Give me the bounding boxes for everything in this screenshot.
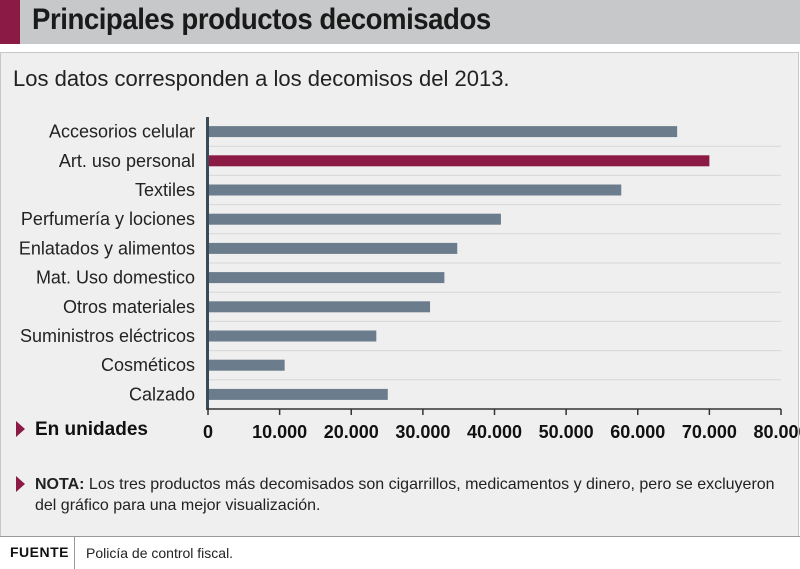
note: NOTA: Los tres productos más decomisados…: [35, 474, 785, 516]
bar-chart: Accesorios celular Art. uso personal Texti…: [19, 117, 800, 442]
x-tick-label: 60.000: [610, 422, 665, 442]
units-arrow-icon: [16, 421, 25, 437]
header-bar: [0, 0, 800, 44]
category-label: Enlatados y alimentos: [19, 238, 195, 258]
category-label: Textiles: [135, 180, 195, 200]
category-label: Art. uso personal: [59, 151, 195, 171]
x-tick-label: 10.000: [252, 422, 307, 442]
bar-2: [208, 155, 710, 167]
note-head: NOTA:: [35, 476, 85, 493]
bar-9: [208, 359, 285, 371]
bar-10: [208, 388, 388, 400]
category-label: Calzado: [129, 384, 195, 404]
header-accent: [0, 0, 20, 44]
category-label: Accesorios celular: [49, 122, 195, 142]
footer: FUENTE Policía de control fiscal.: [0, 536, 800, 569]
footer-divider: [74, 537, 75, 569]
bar-5: [208, 242, 458, 254]
source-key: FUENTE: [10, 544, 69, 560]
bar-1: [208, 126, 678, 138]
x-tick-label: 70.000: [682, 422, 737, 442]
category-label: Perfumería y lociones: [21, 209, 195, 229]
category-label: Otros materiales: [63, 297, 195, 317]
bar-6: [208, 272, 445, 284]
bar-7: [208, 301, 431, 313]
x-tick-label: 20.000: [324, 422, 379, 442]
y-axis-line: [206, 117, 209, 410]
bar-3: [208, 184, 622, 196]
page-title: Principales productos decomisados: [32, 3, 491, 36]
category-label: Mat. Uso domestico: [36, 268, 195, 288]
note-text: Los tres productos más decomisados son c…: [35, 476, 775, 514]
x-tick-label: 50.000: [539, 422, 594, 442]
x-tick-label: 0: [203, 422, 213, 442]
x-tick-label: 30.000: [395, 422, 450, 442]
bar-8: [208, 330, 377, 342]
x-tick-label: 40.000: [467, 422, 522, 442]
units-label: En unidades: [35, 419, 148, 440]
chart-subtitle: Los datos corresponden a los decomisos d…: [13, 66, 510, 91]
category-label: Suministros eléctricos: [20, 326, 195, 346]
source-value: Policía de control fiscal.: [86, 545, 234, 561]
bar-4: [208, 213, 501, 225]
category-label: Cosméticos: [101, 355, 195, 375]
x-tick-label: 80.000: [753, 422, 800, 442]
note-arrow-icon: [16, 476, 25, 492]
